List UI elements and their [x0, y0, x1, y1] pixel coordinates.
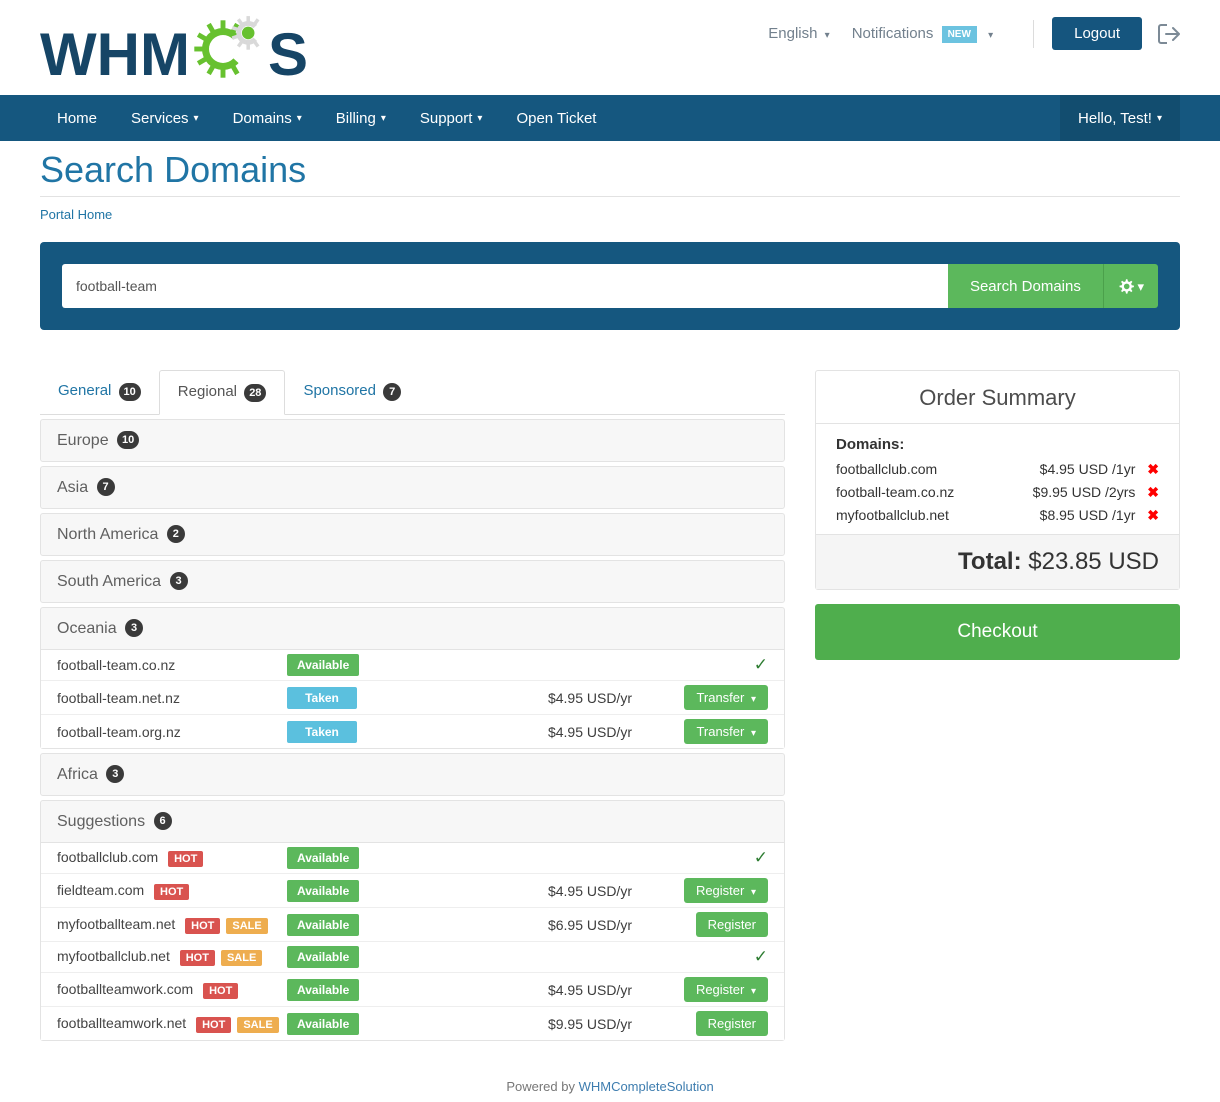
svg-text:S: S — [268, 21, 308, 88]
svg-text:WHM: WHM — [40, 21, 190, 88]
